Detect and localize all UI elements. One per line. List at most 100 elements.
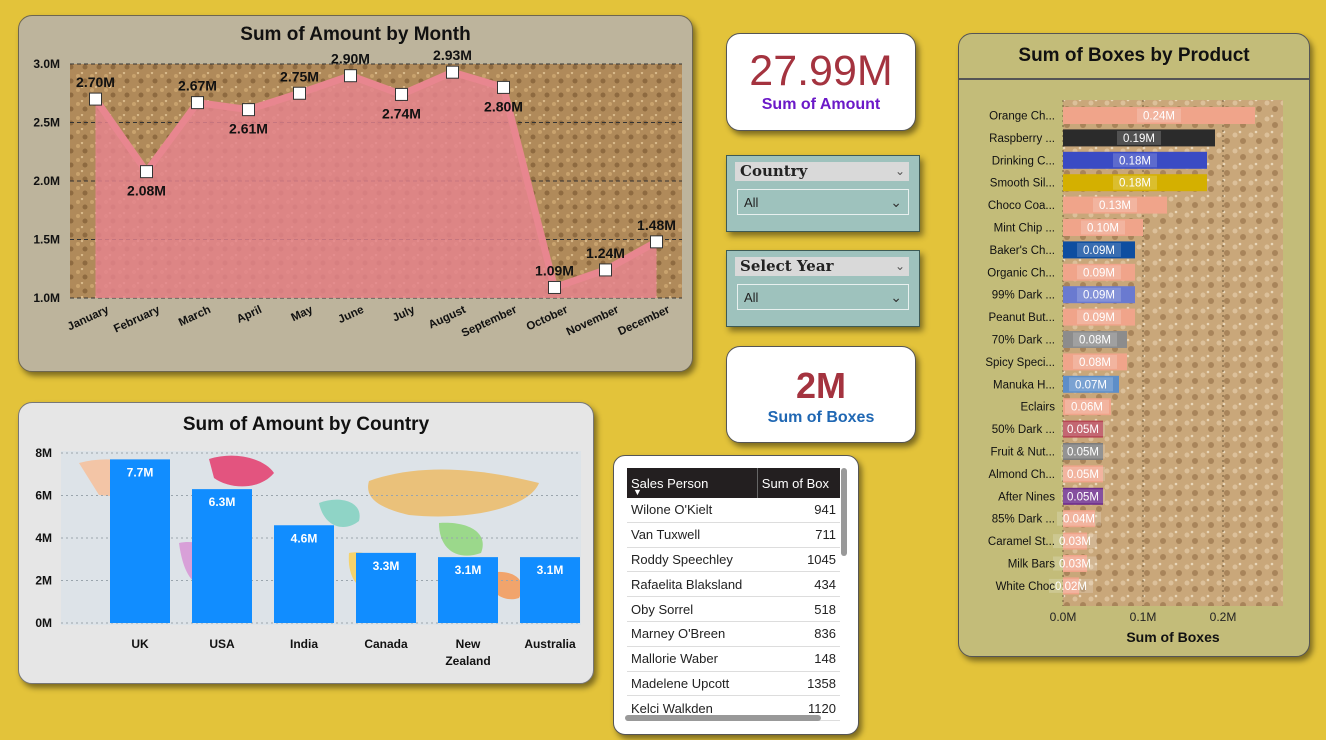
y-tick-label: 99% Dark ...: [992, 290, 1055, 302]
product-bar[interactable]: [1063, 286, 1135, 304]
chart-title: Sum of Amount by Country: [182, 414, 430, 435]
product-bar[interactable]: [1063, 465, 1103, 483]
product-bar[interactable]: [1063, 174, 1207, 192]
y-tick-label: Orange Ch...: [989, 111, 1055, 123]
product-bar[interactable]: [1063, 129, 1215, 147]
kpi-sum-of-amount: 27.99M Sum of Amount: [726, 33, 916, 131]
slicer-header: Select Year ⌄: [735, 257, 909, 276]
data-point[interactable]: [497, 80, 510, 94]
table-row[interactable]: Oby Sorrel 518: [627, 596, 840, 622]
table-row[interactable]: Marney O'Breen 836: [627, 621, 840, 647]
country-bar[interactable]: [438, 557, 498, 623]
table-row[interactable]: Rafaelita Blaksland 434: [627, 571, 840, 598]
sales-person-cell: Van Tuxwell: [627, 522, 758, 548]
y-tick-label: Milk Bars: [1008, 559, 1056, 571]
y-tick-label: 50% Dark ...: [992, 424, 1055, 436]
table-row[interactable]: Wilone O'Kielt 941: [627, 498, 840, 523]
data-label: 2.67M: [178, 78, 217, 94]
product-bar[interactable]: [1063, 532, 1087, 550]
data-label: 7.7M: [127, 465, 154, 479]
y-tick-label: Manuka H...: [993, 379, 1055, 391]
product-bar[interactable]: [1063, 331, 1127, 348]
product-bar[interactable]: [1063, 555, 1087, 572]
chevron-down-icon[interactable]: ⌄: [890, 289, 902, 305]
year-dropdown[interactable]: All ⌄: [737, 284, 909, 310]
product-bar[interactable]: [1063, 151, 1207, 169]
data-point[interactable]: [446, 65, 459, 79]
product-bar[interactable]: [1063, 353, 1127, 371]
y-tick-label: White Choc: [996, 581, 1056, 593]
country-bar[interactable]: [192, 489, 252, 623]
data-point[interactable]: [242, 103, 255, 117]
data-label-background: [1113, 175, 1157, 190]
data-label: 0.05M: [1067, 424, 1099, 436]
sort-descending-icon[interactable]: ▼: [633, 487, 642, 497]
chevron-down-icon[interactable]: ⌄: [890, 194, 902, 210]
data-point[interactable]: [89, 92, 102, 106]
table-row[interactable]: Van Tuxwell 711: [627, 522, 840, 548]
data-label-background: [1053, 556, 1097, 571]
table-row[interactable]: Mallorie Waber 148: [627, 646, 840, 672]
country-dropdown[interactable]: All ⌄: [737, 189, 909, 215]
x-axis-title: Sum of Boxes: [1126, 629, 1220, 645]
data-label: 2.74M: [382, 105, 421, 121]
table-row[interactable]: Roddy Speechley 1045: [627, 547, 840, 573]
product-bar[interactable]: [1063, 443, 1103, 460]
data-label-background: [1093, 198, 1137, 213]
data-point[interactable]: [650, 235, 663, 249]
product-bar[interactable]: [1063, 263, 1135, 281]
data-point[interactable]: [344, 69, 357, 83]
data-point[interactable]: [395, 87, 408, 101]
table-row[interactable]: Madelene Upcott 1358: [627, 671, 840, 697]
data-point[interactable]: [548, 280, 561, 294]
horizontal-scrollbar[interactable]: [625, 715, 821, 721]
data-point[interactable]: [599, 263, 612, 277]
product-bar[interactable]: [1063, 241, 1135, 259]
data-label: 3.1M: [455, 563, 482, 577]
sum-of-boxes-cell: 1358: [757, 671, 840, 697]
product-bar[interactable]: [1063, 375, 1119, 393]
chevron-down-icon[interactable]: ⌄: [894, 259, 905, 273]
y-tick-label: 70% Dark ...: [992, 335, 1055, 347]
data-label: 0.07M: [1075, 379, 1107, 391]
product-bar[interactable]: [1063, 308, 1135, 326]
data-label-background: [1077, 310, 1121, 325]
column-header-sum-of-boxes[interactable]: Sum of Box: [756, 468, 840, 498]
chevron-down-icon[interactable]: ⌄: [894, 164, 905, 178]
data-label: 0.18M: [1119, 178, 1151, 190]
amount-by-month-card: 3.0M 2.5M 2.0M 1.5M 1.0M January February Marc…: [18, 15, 693, 372]
data-point[interactable]: [140, 165, 153, 179]
country-slicer: Country ⌄ All ⌄: [726, 155, 920, 232]
y-tick-label: 3.0M: [33, 57, 60, 71]
sales-person-table-card: Sales Person ▼ Sum of Box Wilone O'Kielt…: [613, 455, 859, 735]
product-bar[interactable]: [1063, 196, 1167, 214]
product-bar[interactable]: [1063, 510, 1095, 528]
country-bar[interactable]: [274, 525, 334, 623]
country-bar[interactable]: [356, 552, 416, 623]
vertical-scrollbar[interactable]: [841, 468, 847, 556]
y-tick-label: After Nines: [998, 491, 1055, 503]
slicer-title: Country: [740, 162, 808, 180]
data-label: 0.09M: [1083, 267, 1115, 279]
y-tick-label: Eclairs: [1020, 402, 1055, 414]
data-point[interactable]: [191, 96, 204, 110]
product-bar[interactable]: [1063, 577, 1079, 595]
product-bar[interactable]: [1063, 219, 1143, 236]
data-label: 0.10M: [1087, 223, 1119, 235]
country-bar[interactable]: [520, 557, 580, 623]
product-bar[interactable]: [1063, 487, 1103, 505]
column-header-sales-person[interactable]: Sales Person ▼: [627, 468, 758, 498]
kpi-sum-of-boxes: 2M Sum of Boxes: [726, 346, 916, 443]
product-bar[interactable]: [1063, 420, 1103, 438]
data-point[interactable]: [293, 86, 306, 100]
country-bar[interactable]: [110, 459, 170, 623]
y-tick-label: 4M: [35, 531, 52, 545]
data-label: 0.09M: [1083, 312, 1115, 324]
sum-of-boxes-cell: 148: [757, 646, 840, 672]
product-bar[interactable]: [1063, 107, 1255, 124]
data-label: 0.04M: [1063, 514, 1095, 526]
product-bar[interactable]: [1063, 398, 1111, 416]
sales-person-cell: Marney O'Breen: [627, 621, 758, 647]
data-label-background: [1077, 242, 1121, 257]
y-tick-label: 1.5M: [33, 233, 60, 247]
